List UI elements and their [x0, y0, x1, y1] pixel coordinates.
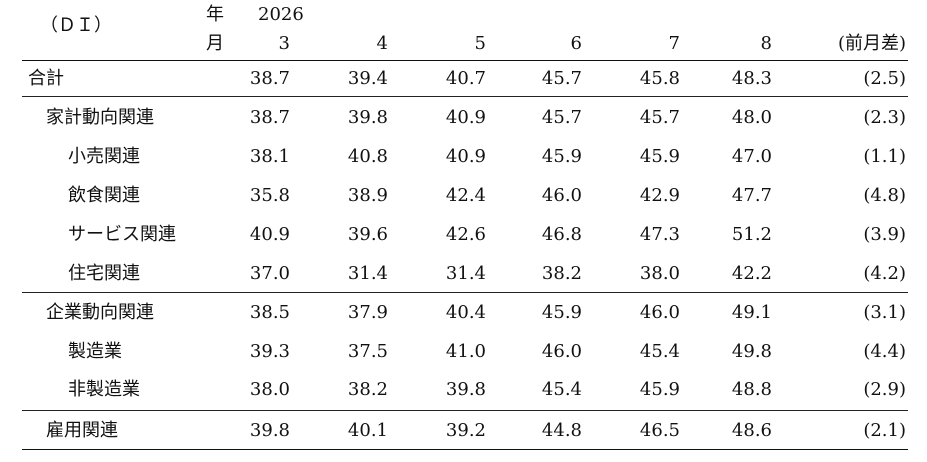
row-label: 合計: [28, 68, 64, 89]
month-header-4: 6: [570, 33, 582, 54]
row-value: 31.4: [445, 263, 486, 284]
row-diff: (2.3): [863, 107, 906, 128]
row-label: 住宅関連: [68, 263, 140, 284]
row-value: 39.8: [347, 107, 388, 128]
row-value: 46.0: [541, 185, 582, 206]
month-header-3: 5: [474, 33, 486, 54]
unit-label: （ＤＩ）: [40, 15, 112, 36]
row-value: 39.3: [249, 341, 290, 362]
row-value: 45.9: [541, 146, 582, 167]
row-value: 51.2: [731, 224, 772, 245]
row-label: 家計動向関連: [46, 107, 154, 128]
row-value: 48.0: [731, 107, 772, 128]
row-value: 38.2: [541, 263, 582, 284]
row-value: 39.2: [445, 420, 486, 441]
row-value: 48.6: [731, 420, 772, 441]
row-value: 31.4: [347, 263, 388, 284]
row-value: 39.8: [445, 379, 486, 400]
row-value: 41.0: [445, 341, 486, 362]
row-value: 42.2: [731, 263, 772, 284]
row-value: 40.1: [347, 420, 388, 441]
row-value: 48.8: [731, 379, 772, 400]
row-value: 39.4: [347, 68, 388, 89]
row-value: 45.9: [541, 302, 582, 323]
row-value: 40.9: [249, 224, 290, 245]
row-value: 35.8: [249, 185, 290, 206]
row-value: 40.8: [347, 146, 388, 167]
row-value: 37.0: [249, 263, 290, 284]
row-label: 企業動向関連: [46, 302, 154, 323]
row-value: 45.4: [639, 341, 680, 362]
row-value: 49.8: [731, 341, 772, 362]
diff-header: (前月差): [837, 33, 906, 54]
row-diff: (2.5): [863, 68, 906, 89]
row-value: 38.7: [249, 68, 290, 89]
row-value: 46.0: [541, 341, 582, 362]
row-value: 39.8: [249, 420, 290, 441]
row-value: 38.1: [249, 146, 290, 167]
month-label: 月: [206, 33, 224, 54]
corporate-rule: [22, 410, 908, 411]
row-value: 46.5: [639, 420, 680, 441]
year-value: 2026: [258, 4, 304, 25]
row-value: 45.8: [639, 68, 680, 89]
row-value: 47.3: [639, 224, 680, 245]
row-value: 37.9: [347, 302, 388, 323]
row-diff: (3.9): [863, 224, 906, 245]
row-value: 38.7: [249, 107, 290, 128]
row-value: 40.4: [445, 302, 486, 323]
bottom-rule: [22, 449, 908, 450]
row-value: 40.7: [445, 68, 486, 89]
row-value: 40.9: [445, 146, 486, 167]
row-value: 38.0: [639, 263, 680, 284]
row-diff: (1.1): [863, 146, 906, 167]
row-value: 42.4: [445, 185, 486, 206]
row-value: 46.8: [541, 224, 582, 245]
row-value: 49.1: [731, 302, 772, 323]
row-value: 37.5: [347, 341, 388, 362]
row-value: 38.9: [347, 185, 388, 206]
row-value: 44.8: [541, 420, 582, 441]
row-diff: (2.9): [863, 379, 906, 400]
row-label: 雇用関連: [46, 420, 118, 441]
row-label: 飲食関連: [68, 185, 140, 206]
row-label: 製造業: [68, 341, 122, 362]
row-value: 45.4: [541, 379, 582, 400]
row-label: 非製造業: [68, 379, 140, 400]
month-header-5: 7: [668, 33, 680, 54]
row-value: 45.9: [639, 146, 680, 167]
row-label: サービス関連: [68, 224, 176, 245]
month-header-6: 8: [760, 33, 772, 54]
row-value: 42.6: [445, 224, 486, 245]
row-value: 47.0: [731, 146, 772, 167]
household-rule: [22, 292, 908, 293]
row-value: 40.9: [445, 107, 486, 128]
row-value: 47.7: [731, 185, 772, 206]
row-value: 46.0: [639, 302, 680, 323]
row-value: 38.0: [249, 379, 290, 400]
month-header-2: 4: [376, 33, 388, 54]
row-diff: (4.2): [863, 263, 906, 284]
row-value: 38.2: [347, 379, 388, 400]
row-diff: (4.8): [863, 185, 906, 206]
row-value: 48.3: [731, 68, 772, 89]
row-label: 小売関連: [68, 146, 140, 167]
row-diff: (2.1): [863, 420, 906, 441]
total-rule: [22, 96, 908, 97]
row-value: 45.7: [541, 107, 582, 128]
row-value: 45.9: [639, 379, 680, 400]
row-diff: (3.1): [863, 302, 906, 323]
row-value: 45.7: [541, 68, 582, 89]
month-header-1: 3: [278, 33, 290, 54]
row-value: 38.5: [249, 302, 290, 323]
header-rule: [22, 60, 908, 61]
row-value: 42.9: [639, 185, 680, 206]
row-value: 39.6: [347, 224, 388, 245]
row-diff: (4.4): [863, 341, 906, 362]
row-value: 45.7: [639, 107, 680, 128]
year-label: 年: [206, 4, 224, 25]
